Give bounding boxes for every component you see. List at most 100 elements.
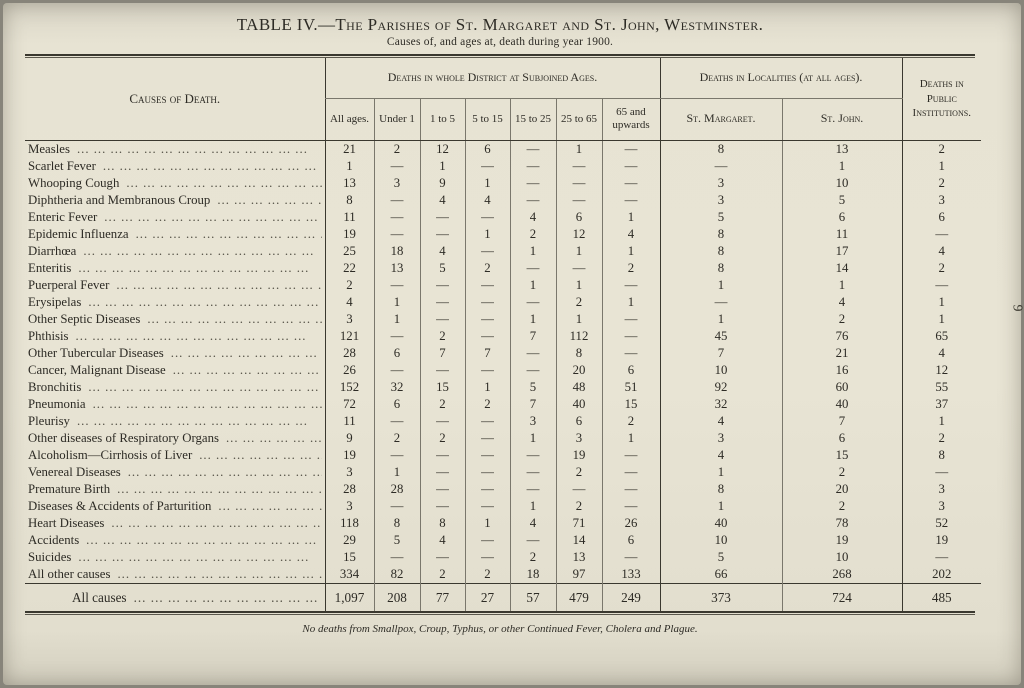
title-main: The Parishes of St. Margaret and St. Joh… — [335, 15, 764, 34]
value-cell: 92 — [659, 378, 782, 396]
value-cell: 8 — [659, 259, 782, 277]
value-cell: — — [419, 208, 465, 226]
value-cell: 8 — [419, 514, 465, 532]
cause-label: Erysipelas — [28, 294, 82, 309]
value-cell: 20 — [555, 361, 602, 379]
cause-label: Heart Diseases — [28, 515, 105, 530]
value-cell: 13 — [373, 259, 420, 277]
value-cell: — — [419, 480, 465, 498]
value-cell: 15 — [419, 378, 465, 396]
cause-cell: Other Tubercular Diseases ... ... ... ...… — [25, 345, 325, 362]
page-subtitle: Causes of, and ages at, death during yea… — [386, 36, 614, 48]
value-cell: — — [419, 293, 465, 311]
table-row: Pleurisy ... ... ... ... ... ... ... ... … — [25, 412, 981, 430]
value-cell: 15 — [781, 446, 902, 464]
leader-dots: ... ... ... ... ... ... ... ... ... ... … — [225, 430, 322, 445]
value-cell: 2 — [373, 140, 420, 158]
cause-cell: Bronchitis ... ... ... ... ... ... ... ..… — [25, 379, 325, 396]
value-cell: — — [509, 480, 556, 498]
value-cell: — — [419, 548, 465, 566]
cause-cell: Other diseases of Respiratory Organs ... … — [25, 430, 325, 447]
table-body: Measles ... ... ... ... ... ... ... ... .… — [25, 140, 981, 611]
value-cell: 1 — [509, 276, 556, 294]
leader-dots: ... ... ... ... ... ... ... ... ... ... … — [218, 498, 321, 513]
value-cell: 4 — [509, 514, 556, 532]
table-row: Other Septic Diseases ... ... ... ... ...… — [25, 310, 981, 328]
value-cell: 7 — [419, 344, 465, 362]
value-cell: — — [555, 157, 602, 175]
cause-label: Suicides — [28, 549, 72, 564]
value-cell: 7 — [464, 344, 510, 362]
value-cell: — — [373, 191, 420, 209]
column-header: 15 to 25 — [509, 98, 556, 141]
leader-dots: ... ... ... ... ... ... ... ... ... ... … — [76, 413, 308, 428]
value-cell: 2 — [464, 395, 510, 413]
value-cell: — — [419, 225, 465, 243]
value-cell: 152 — [324, 378, 374, 396]
leader-dots: ... ... ... ... ... ... ... ... ... ... … — [170, 345, 322, 360]
table-row: Accidents ... ... ... ... ... ... ... ...… — [25, 531, 981, 549]
value-cell: 8 — [659, 225, 782, 243]
cause-label: Other diseases of Respiratory Organs — [28, 430, 219, 445]
value-cell: 77 — [419, 582, 465, 611]
leader-dots: ... ... ... ... ... ... ... ... ... ... … — [88, 294, 320, 309]
value-cell: — — [601, 276, 660, 294]
value-cell: 8 — [373, 514, 420, 532]
cause-cell: Diseases & Accidents of Parturition ... .… — [25, 498, 325, 515]
value-cell: 373 — [659, 582, 782, 611]
value-cell: 4 — [464, 191, 510, 209]
leader-dots: ... ... ... ... ... ... ... ... ... ... … — [92, 396, 322, 411]
value-cell: — — [659, 157, 782, 175]
value-cell: — — [601, 174, 660, 192]
table-row: Suicides ... ... ... ... ... ... ... ... … — [25, 548, 981, 566]
value-cell: — — [464, 276, 510, 294]
value-cell: 249 — [601, 582, 660, 611]
leader-dots: ... ... ... ... ... ... ... ... ... ... … — [78, 549, 310, 564]
value-cell: — — [419, 310, 465, 328]
value-cell: 479 — [555, 582, 602, 611]
localities-group-header: Deaths in Localities (at all ages). — [659, 58, 902, 99]
value-cell: 1 — [781, 276, 902, 294]
value-cell: 1 — [509, 429, 556, 447]
table-row: Diarrhœa ... ... ... ... ... ... ... ... … — [25, 242, 981, 260]
table-row: Enteritis ... ... ... ... ... ... ... ...… — [25, 259, 981, 277]
bottom-rule — [25, 610, 975, 615]
value-cell: 2 — [901, 259, 981, 277]
value-cell: — — [464, 463, 510, 481]
value-cell: 1 — [373, 293, 420, 311]
leader-dots: ... ... ... ... ... ... ... ... ... ... … — [126, 175, 321, 190]
leader-dots: ... ... ... ... ... ... ... ... ... ... … — [135, 226, 322, 241]
value-cell: — — [373, 548, 420, 566]
leader-dots: ... ... ... ... ... ... ... ... ... ... … — [117, 481, 321, 496]
cause-cell: Heart Diseases ... ... ... ... ... ... ..… — [25, 515, 325, 532]
district-ages-group-header: Deaths in whole District at Subjoined Ag… — [324, 58, 660, 99]
value-cell: 2 — [419, 565, 465, 583]
value-cell: 2 — [781, 310, 902, 328]
value-cell: — — [373, 412, 420, 430]
cause-label: Enteric Fever — [28, 209, 98, 224]
value-cell: 1 — [901, 293, 981, 311]
leader-dots: ... ... ... ... ... ... ... ... ... ... … — [117, 566, 321, 581]
cause-cell: Diarrhœa ... ... ... ... ... ... ... ... … — [25, 243, 325, 260]
value-cell: — — [509, 259, 556, 277]
value-cell: — — [509, 174, 556, 192]
value-cell: 2 — [901, 429, 981, 447]
leader-dots: ... ... ... ... ... ... ... ... ... ... … — [104, 209, 322, 224]
cause-cell: Puerperal Fever ... ... ... ... ... ... .… — [25, 277, 325, 294]
cause-label: Measles — [28, 141, 70, 156]
value-cell: 2 — [419, 395, 465, 413]
value-cell: — — [419, 361, 465, 379]
value-cell: 32 — [659, 395, 782, 413]
leader-dots: ... ... ... ... ... ... ... ... ... ... … — [116, 277, 321, 292]
value-cell: — — [555, 480, 602, 498]
value-cell: 7 — [659, 344, 782, 362]
value-cell: 52 — [901, 514, 981, 532]
value-cell: 28 — [324, 480, 374, 498]
value-cell: 8 — [659, 480, 782, 498]
value-cell: 2 — [901, 140, 981, 158]
cause-cell: Epidemic Influenza ... ... ... ... ... ..… — [25, 226, 325, 243]
cause-label: All causes — [72, 589, 127, 605]
value-cell: 3 — [659, 429, 782, 447]
cause-cell: All other causes ... ... ... ... ... ... … — [25, 566, 325, 584]
